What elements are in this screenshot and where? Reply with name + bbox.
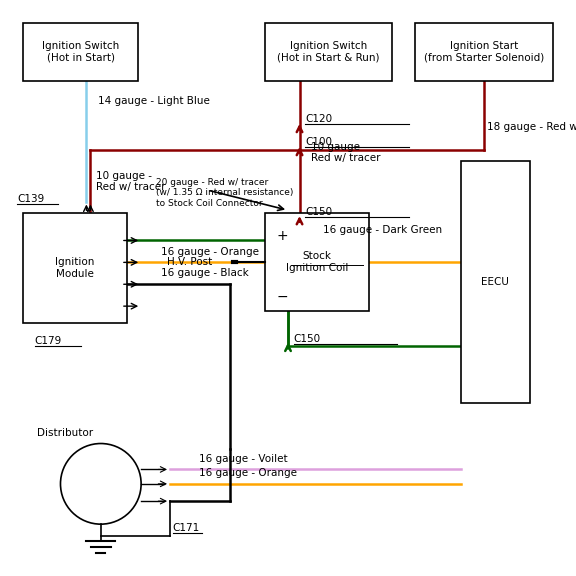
Text: −: − <box>276 290 288 304</box>
Text: Ignition
Module: Ignition Module <box>55 257 94 279</box>
Bar <box>265 213 369 311</box>
Text: 20 gauge - Red w/ tracer
(w/ 1.35 Ω internal resistance)
to Stock Coil Connector: 20 gauge - Red w/ tracer (w/ 1.35 Ω inte… <box>156 178 293 208</box>
Text: 18 gauge - Red w/ tracer: 18 gauge - Red w/ tracer <box>487 122 576 132</box>
Bar <box>415 23 553 81</box>
Text: 16 gauge - Voilet: 16 gauge - Voilet <box>199 454 287 464</box>
Text: C150: C150 <box>294 334 321 344</box>
Text: 16 gauge - Black: 16 gauge - Black <box>161 268 249 279</box>
Text: Stock
Ignition Coil: Stock Ignition Coil <box>286 251 348 273</box>
Text: 16 gauge - Orange: 16 gauge - Orange <box>161 247 259 257</box>
Text: 16 gauge - Dark Green: 16 gauge - Dark Green <box>323 225 442 235</box>
Text: C150: C150 <box>305 207 332 217</box>
Bar <box>265 23 392 81</box>
Text: 10 gauge -
Red w/ tracer: 10 gauge - Red w/ tracer <box>96 170 166 192</box>
Text: Ignition Start
(from Starter Solenoid): Ignition Start (from Starter Solenoid) <box>424 41 544 63</box>
Text: C139: C139 <box>17 195 44 204</box>
Text: Distributor: Distributor <box>37 428 93 438</box>
Bar <box>461 161 530 403</box>
Text: C171: C171 <box>173 523 200 533</box>
Text: Ignition Switch
(Hot in Start): Ignition Switch (Hot in Start) <box>42 41 119 63</box>
Text: C120: C120 <box>305 114 332 124</box>
Text: 16 gauge - Orange: 16 gauge - Orange <box>199 468 297 478</box>
Text: Ignition Switch
(Hot in Start & Run): Ignition Switch (Hot in Start & Run) <box>277 41 380 63</box>
Bar <box>23 213 127 323</box>
Text: C179: C179 <box>35 336 62 346</box>
Text: 14 gauge - Light Blue: 14 gauge - Light Blue <box>98 96 210 106</box>
Text: 10 gauge -
Red w/ tracer: 10 gauge - Red w/ tracer <box>311 142 381 164</box>
Text: H.V. Post: H.V. Post <box>167 257 213 267</box>
Text: EECU: EECU <box>482 277 509 287</box>
Bar <box>23 23 138 81</box>
Text: C100: C100 <box>305 137 332 147</box>
Text: +: + <box>276 229 288 243</box>
